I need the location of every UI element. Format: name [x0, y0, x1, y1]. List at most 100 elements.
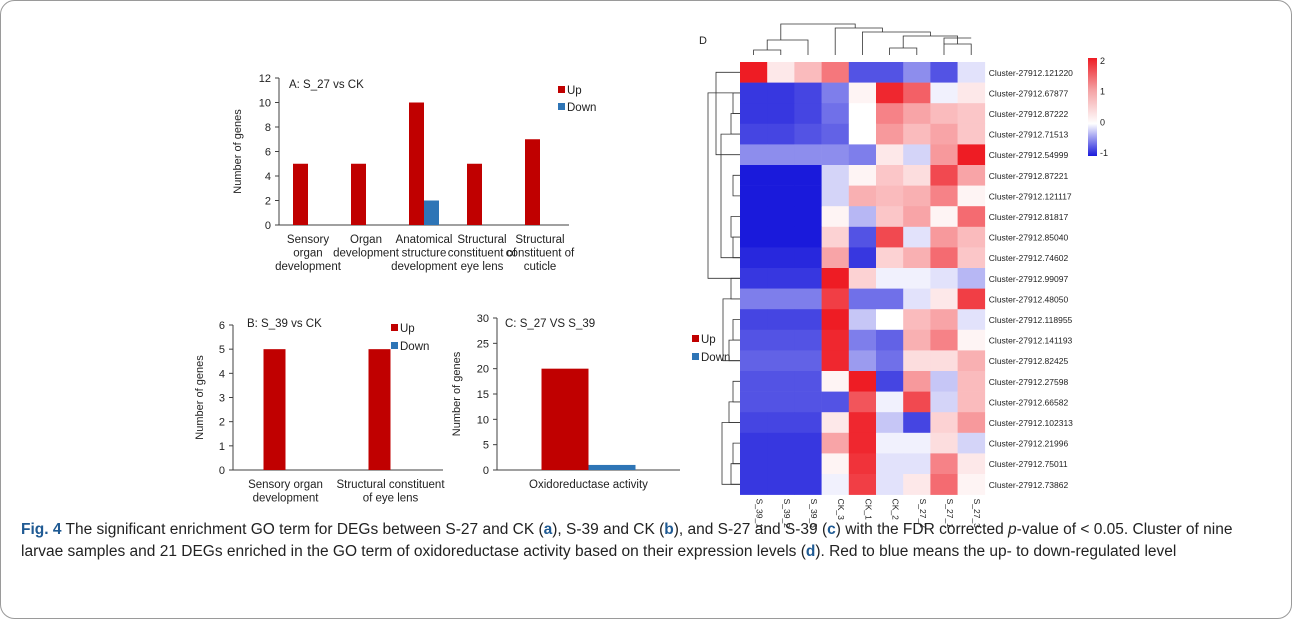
y-tick-label: 30: [477, 313, 489, 325]
heatmap-cell: [794, 309, 822, 331]
heatmap-cell: [930, 412, 958, 434]
heatmap-cell: [930, 371, 958, 392]
legend-swatch-down: [692, 353, 699, 360]
heatmap-cell: [848, 371, 877, 392]
caption-p-italic: p: [1008, 521, 1017, 538]
x-tick-label: Structural constituent: [336, 479, 445, 491]
x-tick-label: organ: [293, 248, 322, 260]
x-tick-label: Sensory organ: [248, 479, 323, 491]
heatmap-cell: [794, 288, 822, 310]
y-tick-label: 2: [265, 196, 271, 208]
heatmap-cell: [740, 268, 768, 289]
heatmap-cell: [794, 103, 822, 125]
heatmap-cell: [903, 62, 931, 83]
bar-up: [467, 163, 482, 225]
row-dendrogram-branch: [707, 92, 740, 279]
heatmap-row-label: Cluster-27912.81817: [989, 212, 1069, 222]
heatmap-cell: [848, 226, 877, 248]
heatmap-cell: [876, 474, 904, 495]
heatmap-cell: [740, 206, 768, 228]
row-dendrogram-branch: [730, 277, 740, 300]
heatmap-row-label: Cluster-27912.99097: [989, 274, 1069, 284]
heatmap-cell: [740, 62, 768, 83]
legend-label-down: Down: [567, 102, 596, 114]
heatmap-cell: [848, 82, 877, 104]
heatmap-row-label: Cluster-27912.73862: [989, 480, 1069, 490]
x-tick-label: Structural: [515, 234, 564, 246]
column-dendrogram-branch: [889, 47, 918, 55]
row-dendrogram-branch: [728, 339, 740, 362]
y-tick-label: 5: [483, 440, 489, 452]
heatmap-cell: [876, 350, 904, 372]
bar-up: [409, 102, 424, 225]
heatmap-cell: [740, 123, 768, 145]
heatmap-cell: [903, 268, 931, 289]
heatmap-row-label: Cluster-27912.87222: [989, 109, 1069, 119]
chart-title: C: S_27 VS S_39: [505, 318, 595, 330]
y-tick-label: 0: [219, 465, 225, 477]
row-dendrogram-branch: [728, 401, 740, 423]
row-dendrogram-branch: [732, 236, 740, 259]
heatmap-cell: [957, 82, 986, 104]
caption-panel-b-ref[interactable]: b: [664, 521, 674, 538]
heatmap-cell: [930, 103, 958, 125]
heatmap-row-label: Cluster-27912.102313: [989, 418, 1073, 428]
heatmap-cell: [794, 432, 822, 454]
x-tick-label: cuticle: [524, 261, 557, 273]
y-tick-label: 15: [477, 389, 489, 401]
color-scale-bar: [1088, 58, 1097, 156]
heatmap-row-label: Cluster-27912.74602: [989, 253, 1069, 263]
heatmap-cell: [876, 268, 904, 289]
heatmap-cell: [821, 350, 850, 372]
heatmap-cell: [821, 474, 850, 495]
legend-swatch-up: [558, 86, 565, 93]
heatmap-cell: [821, 432, 850, 454]
heatmap-cell: [821, 82, 850, 104]
heatmap-cell: [876, 226, 904, 248]
x-tick-label: Sensory: [287, 234, 329, 246]
heatmap-cell: [903, 474, 931, 495]
caption-panel-d-ref[interactable]: d: [805, 543, 816, 560]
heatmap-cell: [848, 247, 877, 269]
heatmap-cell: [767, 62, 795, 83]
heatmap-cell: [767, 185, 795, 207]
heatmap-cell: [821, 412, 850, 434]
y-tick-label: 1: [219, 441, 225, 453]
heatmap-cell: [876, 453, 904, 475]
heatmap-cell: [794, 412, 822, 434]
heatmap-cell: [794, 82, 822, 104]
heatmap-cell: [903, 226, 931, 248]
bar-up: [541, 368, 589, 470]
heatmap-row-label: Cluster-27912.67877: [989, 88, 1069, 98]
heatmap-cell: [876, 123, 904, 145]
caption-panel-a-ref[interactable]: a: [543, 521, 553, 538]
row-dendrogram-branch: [732, 380, 740, 403]
heatmap-cell: [767, 453, 795, 475]
heatmap-cell: [930, 350, 958, 372]
heatmap-row-label: Cluster-27912.54999: [989, 150, 1069, 160]
heatmap-cell: [903, 412, 931, 434]
heatmap-cell: [876, 165, 904, 186]
heatmap-cell: [848, 288, 877, 310]
panel-a-chart: 0 2 4 6 8 10 12 Number of genes A: S_27 vs CK Sen…: [232, 73, 596, 273]
heatmap-cell: [794, 474, 822, 495]
heatmap-cell: [794, 123, 822, 145]
heatmap-cell: [848, 144, 877, 166]
heatmap-cell: [957, 371, 986, 392]
heatmap-cell: [821, 165, 850, 186]
heatmap-row-label: Cluster-27912.121117: [989, 191, 1072, 201]
y-tick-label: 20: [477, 364, 489, 376]
heatmap-cell: [767, 371, 795, 392]
heatmap-cell: [767, 82, 795, 104]
caption-text-6: ). Red to blue means the up- to down-reg…: [815, 543, 1177, 560]
heatmap-cell: [794, 62, 822, 83]
heatmap-row-label: Cluster-27912.82425: [989, 356, 1069, 366]
heatmap-cell: [957, 391, 986, 413]
scale-tick-label: -1: [1100, 148, 1108, 158]
heatmap-cell: [767, 226, 795, 248]
heatmap-cell: [767, 391, 795, 413]
heatmap-cell: [848, 432, 877, 454]
y-tick-label: 12: [259, 73, 271, 85]
caption-panel-c-ref[interactable]: c: [827, 521, 836, 538]
